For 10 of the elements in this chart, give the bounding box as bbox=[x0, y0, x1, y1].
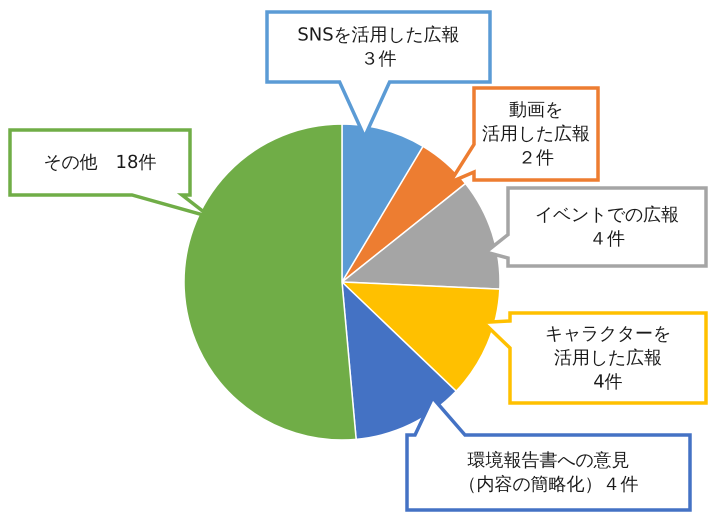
slice-label: SNSを活用した広報 bbox=[297, 24, 460, 46]
slice-label: イベントでの広報 bbox=[535, 204, 679, 226]
slice-label: 動画を活用した広報 bbox=[482, 100, 590, 144]
data-label: ３件 bbox=[360, 48, 396, 70]
slice-label: キャラクターを活用した広報 bbox=[545, 324, 671, 368]
slice-label: 環境報告書への意見（内容の簡略化）４件 bbox=[458, 450, 638, 495]
slice-label: その他 18件 bbox=[44, 152, 156, 173]
data-label: ４件 bbox=[589, 228, 625, 250]
data-label: 4件 bbox=[593, 372, 623, 392]
data-label: ２件 bbox=[518, 148, 554, 168]
